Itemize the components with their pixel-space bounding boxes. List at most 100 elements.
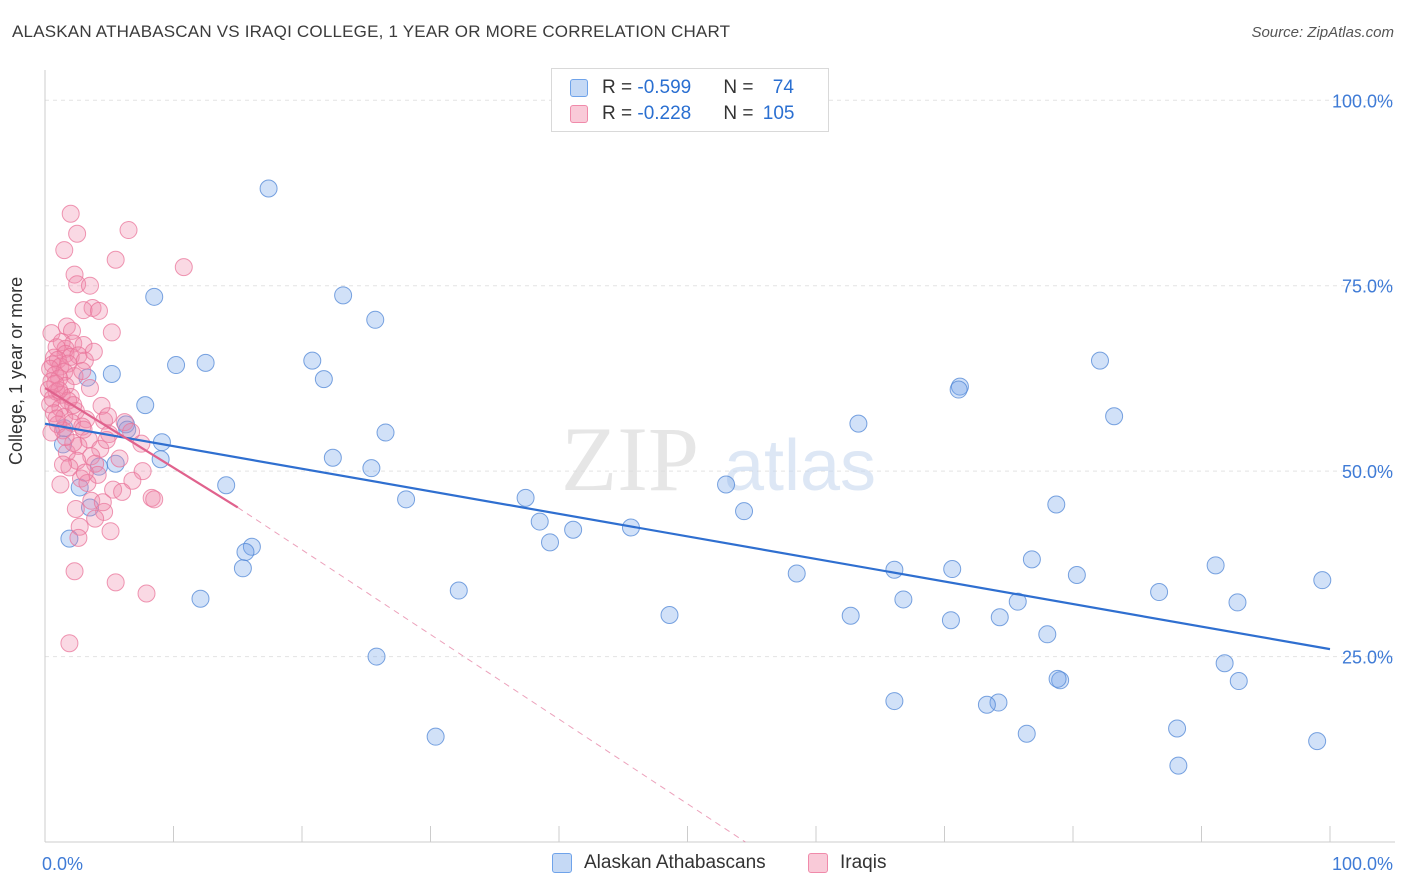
iraqi-point-55 <box>115 413 134 432</box>
iraqi-point-11 <box>89 301 108 320</box>
athabascan-point-43 <box>1022 550 1041 569</box>
watermark: ZIP atlas <box>561 408 876 510</box>
athabascan-trend-line <box>44 422 1331 651</box>
iraqi-trend-extension <box>237 507 746 843</box>
athabascan-point-56 <box>1038 625 1057 644</box>
watermark-atlas: atlas <box>724 426 876 506</box>
athabascan-point-67 <box>1169 756 1188 775</box>
iraqi-point-1 <box>119 221 138 240</box>
athabascan-point-49 <box>941 611 960 630</box>
iraqi-point-104 <box>56 428 75 447</box>
iraqi-point-48 <box>44 404 63 423</box>
athabascan-point-61 <box>885 692 904 711</box>
series-swatch-athabascans <box>552 853 572 873</box>
iraqi-point-80 <box>86 509 105 528</box>
athabascan-point-66 <box>1308 732 1327 751</box>
athabascan-point-55 <box>1313 571 1332 590</box>
athabascan-point-57 <box>1215 654 1234 673</box>
athabascan-point-52 <box>1150 583 1169 602</box>
data-points <box>39 179 1332 775</box>
legend-n-label: N = <box>723 103 759 124</box>
athabascan-point-10 <box>136 396 155 415</box>
athabascan-point-62 <box>989 693 1008 712</box>
iraqi-point-96 <box>73 361 92 380</box>
x-tick-label-1: 100.0% <box>1332 854 1393 874</box>
legend-n-value: 74 <box>772 77 794 98</box>
athabascan-point-41 <box>950 377 969 396</box>
iraqi-point-37 <box>80 379 99 398</box>
trend-lines <box>44 387 1331 843</box>
athabascan-point-8 <box>102 364 121 383</box>
iraqi-point-78 <box>66 499 85 518</box>
iraqi-point-86 <box>137 584 156 603</box>
series-swatch-iraqis <box>808 853 828 873</box>
athabascan-point-60 <box>1229 672 1248 691</box>
iraqi-point-87 <box>60 634 79 653</box>
legend-r-value: -0.228 <box>637 103 692 124</box>
iraqi-point-2 <box>68 224 87 243</box>
tick-labels: 25.0% 50.0% 75.0% 100.0% 0.0% 100.0% <box>42 91 1393 874</box>
iraqi-point-90 <box>113 482 132 501</box>
athabascan-point-16 <box>323 448 342 467</box>
iraqi-point-73 <box>78 473 97 492</box>
iraqi-point-77 <box>82 491 101 510</box>
athabascan-point-45 <box>943 560 962 579</box>
iraqi-point-61 <box>69 436 88 455</box>
iraqi-point-95 <box>47 409 66 428</box>
iraqi-point-99 <box>46 374 65 393</box>
athabascan-point-32 <box>236 542 255 561</box>
series-legend-athabascans: Alaskan Athabascans <box>552 852 766 874</box>
athabascan-point-63 <box>977 695 996 714</box>
x-tick-label-0: 0.0% <box>42 854 83 874</box>
y-tick-label-0: 25.0% <box>1342 648 1393 668</box>
legend-swatch-iraqis <box>570 105 588 123</box>
legend-row-athabascans: R = -0.599 N = 74 <box>570 76 794 100</box>
athabascan-point-15 <box>376 423 395 442</box>
y-tick-label-1: 50.0% <box>1342 462 1393 482</box>
athabascan-point-27 <box>530 512 549 531</box>
athabascan-point-24 <box>397 490 416 509</box>
athabascan-point-44 <box>885 560 904 579</box>
athabascan-point-46 <box>1008 592 1027 611</box>
iraqi-point-72 <box>123 471 142 490</box>
athabascan-point-34 <box>449 581 468 600</box>
iraqi-point-89 <box>51 475 70 494</box>
athabascan-point-64 <box>1168 719 1187 738</box>
athabascan-point-35 <box>191 589 210 608</box>
athabascan-point-28 <box>564 520 583 539</box>
athabascan-point-47 <box>894 590 913 609</box>
source-label: Source: ZipAtlas.com <box>1251 24 1394 41</box>
athabascan-point-40 <box>1090 351 1109 370</box>
legend-swatch-athabascans <box>570 79 588 97</box>
series-legend-iraqis: Iraqis <box>808 852 886 874</box>
iraqi-point-18 <box>74 336 93 355</box>
iraqi-point-65 <box>110 449 129 468</box>
athabascan-point-54 <box>1228 593 1247 612</box>
athabascan-point-4 <box>196 353 215 372</box>
iraqi-point-82 <box>101 522 120 541</box>
legend-n-label: N = <box>723 77 759 98</box>
athabascan-point-33 <box>233 559 252 578</box>
correlation-legend: R = -0.599 N = 74 R = -0.228 N = 105 <box>551 68 829 132</box>
iraqi-trend-line <box>44 387 239 509</box>
athabascan-point-30 <box>60 529 79 548</box>
athabascan-point-71 <box>787 564 806 583</box>
athabascan-point-53 <box>1206 556 1225 575</box>
athabascan-point-5 <box>303 351 322 370</box>
athabascan-point-50 <box>990 608 1009 627</box>
legend-r-label: R = <box>602 77 638 98</box>
athabascan-point-42 <box>949 380 968 399</box>
iraqi-point-0 <box>61 204 80 223</box>
iraqi-point-3 <box>55 241 74 260</box>
watermark-zip: ZIP <box>561 408 699 510</box>
legend-r-label: R = <box>602 103 638 124</box>
athabascan-point-2 <box>334 286 353 305</box>
athabascan-point-6 <box>167 356 186 375</box>
athabascan-point-36 <box>735 502 754 521</box>
athabascan-point-48 <box>841 606 860 625</box>
athabascan-point-38 <box>849 414 868 433</box>
iraqi-point-7 <box>68 275 87 294</box>
iraqi-point-84 <box>65 562 84 581</box>
iraqi-point-67 <box>86 454 105 473</box>
